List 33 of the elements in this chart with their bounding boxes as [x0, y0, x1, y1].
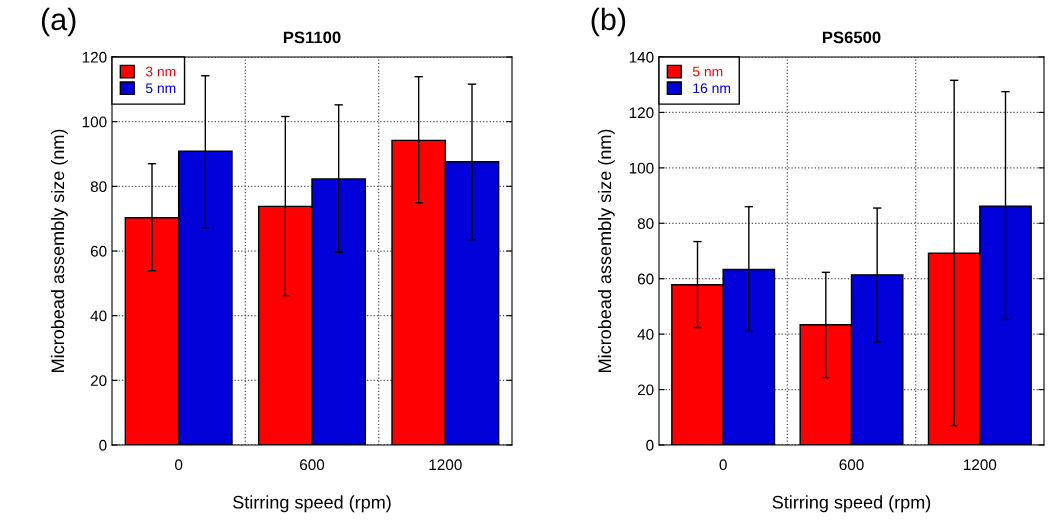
x-tick-label: 0 — [719, 459, 727, 471]
chart-title: PS1100 — [283, 31, 341, 44]
text: (b) — [591, 7, 626, 37]
x-tick-label: 1200 — [429, 459, 462, 471]
y-axis-title: Microbead assembly size (nm) — [50, 129, 68, 372]
y-tick-label: 100 — [629, 162, 654, 174]
legend-label: 5 nm — [145, 83, 176, 94]
y-tick-label: 100 — [82, 116, 107, 128]
text: (a) — [41, 7, 76, 37]
y-tick-label: 0 — [646, 439, 654, 451]
legend-label: 5 nm — [692, 66, 723, 77]
y-tick-label: 40 — [637, 329, 654, 340]
legend-label: 3 nm — [145, 66, 176, 77]
x-tick-label: 600 — [839, 459, 864, 471]
y-tick-label: 60 — [90, 245, 107, 257]
y-tick-label: 140 — [629, 51, 654, 63]
y-tick-label: 60 — [637, 273, 654, 285]
y-axis-title: Microbead assembly size (nm) — [597, 129, 615, 372]
x-tick-label: 0 — [175, 459, 183, 471]
chart-title: PS6500 — [822, 31, 881, 44]
y-tick-label: 80 — [90, 181, 107, 193]
y-tick-label: 20 — [90, 375, 107, 387]
y-tick-label: 20 — [637, 384, 654, 396]
x-axis-title: Stirring speed (rpm) — [772, 495, 931, 513]
legend-label: 16 nm — [693, 83, 731, 94]
y-tick-label: 0 — [99, 439, 107, 451]
x-tick-label: 1200 — [964, 459, 997, 471]
y-tick-label: 40 — [90, 310, 107, 322]
y-tick-label: 80 — [637, 218, 654, 229]
x-axis-title: Stirring speed (rpm) — [233, 495, 391, 513]
y-tick-label: 120 — [82, 51, 107, 63]
x-tick-label: 600 — [300, 459, 325, 471]
y-tick-label: 120 — [629, 107, 654, 119]
